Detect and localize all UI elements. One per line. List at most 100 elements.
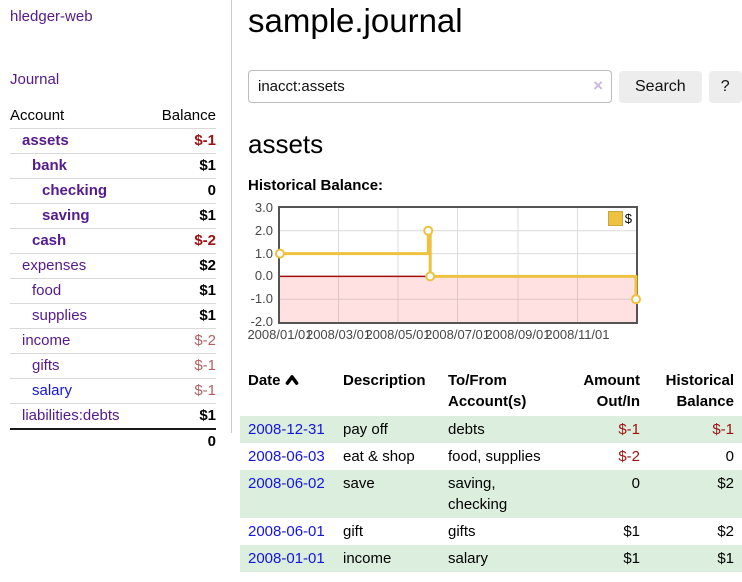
transaction-description: gift [343, 523, 364, 540]
account-heading: assets [248, 129, 324, 159]
account-link-expenses[interactable]: expenses [22, 257, 87, 274]
transaction-date-link[interactable]: 2008-06-02 [248, 475, 325, 492]
register-row: 2008-06-01 gift gifts $1 $2 [240, 518, 742, 545]
accounts-total-balance: 0 [147, 428, 216, 454]
y-tick-label: -1.0 [250, 291, 273, 307]
transaction-accounts: saving, checking [448, 475, 508, 513]
account-link-checking[interactable]: checking [42, 182, 108, 199]
register-header-row: Date Description To/From Account(s) Amou… [240, 366, 742, 416]
transaction-amount: $1 [623, 523, 640, 540]
account-row: food $1 [10, 278, 216, 304]
accounts-header-balance: Balance [161, 107, 216, 124]
account-link-gifts[interactable]: gifts [32, 357, 60, 374]
accounts-header-account: Account [10, 107, 65, 124]
register-row: 2008-12-31 pay off debts $-1 $-1 [240, 416, 742, 443]
chart-title: Historical Balance: [248, 177, 384, 194]
account-row: cash $-2 [10, 228, 216, 254]
account-link-bank[interactable]: bank [32, 157, 68, 174]
x-tick-label: 2008/03/01 [305, 327, 372, 342]
y-tick-label: 0.0 [254, 268, 273, 284]
account-balance: $2 [147, 253, 216, 279]
account-link-food[interactable]: food [32, 282, 62, 299]
clear-search-icon[interactable]: × [593, 76, 603, 95]
transaction-date-link[interactable]: 2008-06-01 [248, 523, 325, 540]
sort-ascending-icon [285, 375, 298, 385]
account-balance: 0 [147, 178, 216, 204]
account-row: bank $1 [10, 153, 216, 179]
register-header-balance: Historical Balance [665, 372, 734, 410]
transaction-amount: $1 [623, 550, 640, 567]
account-link-salary[interactable]: salary [32, 382, 73, 399]
register-header-date[interactable]: Date [240, 366, 335, 416]
account-link-assets[interactable]: assets [22, 132, 69, 149]
sidebar-item-journal[interactable]: Journal [10, 71, 60, 88]
register-row: 2008-01-01 income salary $1 $1 [240, 545, 742, 572]
account-balance: $-1 [147, 378, 216, 404]
account-row: income $-2 [10, 328, 216, 354]
transaction-description: income [343, 550, 392, 567]
page-title: sample.journal [248, 2, 463, 39]
accounts-header-row: Account Balance [10, 104, 216, 129]
chart-svg [275, 208, 641, 322]
x-tick-label: 2008/07/01 [424, 327, 491, 342]
search-button[interactable]: Search [619, 70, 702, 103]
transaction-description: eat & shop [343, 448, 415, 465]
account-row: saving $1 [10, 203, 216, 229]
transaction-balance: $2 [717, 523, 734, 540]
account-row: assets $-1 [10, 128, 216, 154]
transaction-description: pay off [343, 421, 388, 438]
historical-balance-chart: 3.0 2.0 1.0 0.0 -1.0 -2.0 $ 2008/01/01 2008/03… [240, 201, 742, 350]
account-balance: $1 [147, 153, 216, 179]
transaction-balance: $-1 [712, 421, 734, 438]
search-input[interactable] [248, 70, 612, 103]
sidebar: hledger-web Journal Account Balance asse… [0, 0, 230, 454]
account-link-income[interactable]: income [22, 332, 71, 349]
account-row: gifts $-1 [10, 353, 216, 379]
transaction-date-link[interactable]: 2008-12-31 [248, 421, 325, 438]
account-balance: $-2 [147, 328, 216, 354]
transaction-date-link[interactable]: 2008-01-01 [248, 550, 325, 567]
account-balance: $-1 [147, 353, 216, 379]
account-balance: $-1 [147, 128, 216, 154]
account-balance: $1 [147, 203, 216, 229]
account-link-cash[interactable]: cash [32, 232, 67, 249]
chart-x-axis: 2008/01/01 2008/03/01 2008/05/01 2008/07/01… [247, 327, 636, 344]
transaction-balance: $1 [717, 550, 734, 567]
transaction-date-link[interactable]: 2008-06-03 [248, 448, 325, 465]
transaction-amount: $-1 [618, 421, 640, 438]
account-link-liabilities-debts[interactable]: liabilities:debts [22, 407, 120, 424]
transaction-balance: 0 [725, 448, 734, 465]
transaction-accounts: gifts [448, 523, 476, 540]
transaction-amount: $-2 [618, 448, 640, 465]
account-balance: $-2 [147, 228, 216, 254]
account-link-saving[interactable]: saving [42, 207, 90, 224]
y-tick-label: -2.0 [250, 314, 273, 329]
transaction-description: save [343, 475, 375, 492]
brand-link[interactable]: hledger-web [10, 8, 93, 25]
y-tick-label: 3.0 [254, 200, 273, 215]
register-table: Date Description To/From Account(s) Amou… [240, 366, 742, 572]
chart-y-axis: 3.0 2.0 1.0 0.0 -1.0 -2.0 [240, 201, 273, 329]
account-balance: $1 [147, 303, 216, 329]
help-button[interactable]: ? [708, 70, 742, 103]
register-row: 2008-06-02 save saving, checking 0 $2 [240, 470, 742, 518]
y-tick-label: 1.0 [254, 245, 273, 261]
register-header-amount: Amount Out/In [583, 372, 640, 410]
x-tick-label: 2008/01/01 [247, 327, 313, 342]
register-header-tofrom: To/From Account(s) [448, 372, 527, 410]
x-tick-label: 2008/05/01 [365, 327, 431, 342]
account-row: liabilities:debts $1 [10, 403, 216, 429]
main-content: sample.journal × Search ? assets Histori… [240, 0, 742, 572]
account-balance: $1 [147, 403, 216, 429]
register-row: 2008-06-03 eat & shop food, supplies $-2… [240, 443, 742, 470]
account-row: supplies $1 [10, 303, 216, 329]
account-row: salary $-1 [10, 378, 216, 404]
transaction-accounts: debts [448, 421, 485, 438]
legend-label: $ [624, 211, 632, 226]
account-link-supplies[interactable]: supplies [32, 307, 88, 324]
transaction-balance: $2 [717, 475, 734, 492]
legend-swatch-icon [607, 211, 623, 226]
sidebar-accounts-table: Account Balance assets $-1 bank $1 check… [10, 104, 216, 454]
account-row: expenses $2 [10, 253, 216, 279]
x-tick-label: 2008/09/01 [485, 327, 551, 342]
